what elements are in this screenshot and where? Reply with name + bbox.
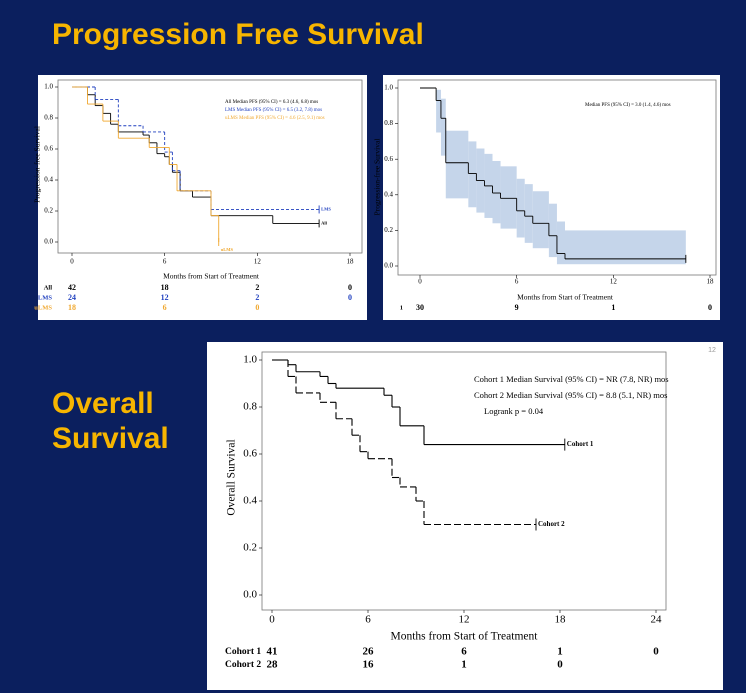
y-tick-label: 0.6 xyxy=(384,155,393,163)
at-risk-count: 42 xyxy=(68,283,76,292)
at-risk-count: 12 xyxy=(161,293,169,302)
x-tick-label: 6 xyxy=(365,614,371,626)
x-tick-label: 0 xyxy=(269,614,275,626)
x-axis-label: Months from Start of Treatment xyxy=(391,631,539,643)
at-risk-count: 0 xyxy=(708,303,712,312)
at-risk-count: 28 xyxy=(267,659,279,671)
curve-label: uLMS xyxy=(221,247,234,252)
y-tick-label: 1.0 xyxy=(44,83,53,91)
at-risk-count: 1 xyxy=(461,659,467,671)
at-risk-label: LMS xyxy=(38,294,52,301)
curve-label: LMS xyxy=(321,206,331,211)
legend-annotation: LMS Median PFS (95% CI) = 6.5 (3.2, 7.8)… xyxy=(225,108,322,113)
plot-frame xyxy=(57,79,363,254)
x-tick-label: 0 xyxy=(418,278,422,286)
y-tick-label: 0.8 xyxy=(243,401,257,413)
x-tick-label: 0 xyxy=(70,258,74,266)
legend-annotation: Median PFS (95% CI) = 3.0 (1.4, 4.6) mos xyxy=(585,103,671,108)
y-axis-label: Progression-free Survival xyxy=(373,139,382,216)
y-axis-label: Progression-free Survival xyxy=(33,126,42,203)
ci-band xyxy=(548,203,557,258)
at-risk-count: 2 xyxy=(255,283,259,292)
x-tick-label: 6 xyxy=(163,258,167,266)
at-risk-count: 0 xyxy=(348,293,352,302)
y-tick-label: 0.8 xyxy=(44,114,53,122)
at-risk-count: 18 xyxy=(161,283,169,292)
x-tick-label: 24 xyxy=(651,614,663,626)
ci-band xyxy=(440,98,446,156)
curve-label: Cohort 1 xyxy=(567,440,594,448)
at-risk-count: 41 xyxy=(267,646,278,658)
section-title: Overall xyxy=(52,387,154,420)
x-axis-label: Months from Start of Treatment xyxy=(517,293,614,302)
at-risk-count: 30 xyxy=(416,303,424,312)
y-tick-label: 0.2 xyxy=(384,226,393,234)
at-risk-count: 1 xyxy=(557,646,563,658)
x-tick-label: 12 xyxy=(254,258,262,266)
at-risk-label: All xyxy=(44,284,53,291)
y-tick-label: 1.0 xyxy=(384,84,393,92)
at-risk-count: 2 xyxy=(255,293,259,302)
legend-annotation: Cohort 2 Median Survival (95% CI) = 8.8 … xyxy=(474,390,667,400)
at-risk-count: 26 xyxy=(363,646,375,658)
page-number: 12 xyxy=(708,347,716,354)
at-risk-count: 16 xyxy=(363,659,375,671)
at-risk-count: 0 xyxy=(653,646,659,658)
x-tick-label: 18 xyxy=(347,258,355,266)
at-risk-label: Cohort 1 xyxy=(225,647,261,657)
y-tick-label: 0.6 xyxy=(44,145,53,153)
y-tick-label: 1.0 xyxy=(243,354,257,366)
slide-title: Progression Free Survival xyxy=(52,18,424,51)
at-risk-count: 6 xyxy=(461,646,467,658)
at-risk-label: uLMS xyxy=(34,304,52,311)
panel xyxy=(383,75,720,320)
at-risk-count: 9 xyxy=(515,303,519,312)
x-tick-label: 6 xyxy=(515,278,519,286)
legend-annotation: All Median PFS (95% CI) = 6.3 (4.6, 6.8)… xyxy=(225,100,318,105)
x-tick-label: 18 xyxy=(707,278,715,286)
ci-band xyxy=(468,141,477,208)
y-tick-label: 0.0 xyxy=(384,262,393,270)
x-axis-label: Months from Start of Treatment xyxy=(163,272,260,281)
at-risk-label: Cohort 2 xyxy=(225,660,261,670)
ci-band xyxy=(516,178,525,238)
annotation: Logrank p = 0.04 xyxy=(484,406,544,416)
panel xyxy=(207,342,723,690)
y-tick-label: 0.2 xyxy=(243,542,257,554)
ci-band xyxy=(556,221,565,265)
y-axis-label: Overall Survival xyxy=(226,439,238,515)
ci-band xyxy=(532,191,549,249)
ci-band xyxy=(524,184,533,243)
at-risk-count: 1 xyxy=(611,303,615,312)
at-risk-count: 18 xyxy=(68,303,76,312)
y-tick-label: 0.4 xyxy=(243,495,257,507)
y-tick-label: 0.0 xyxy=(243,589,257,601)
y-tick-label: 0.2 xyxy=(44,207,53,215)
at-risk-count: 0 xyxy=(255,303,259,312)
y-tick-label: 0.4 xyxy=(384,190,393,198)
at-risk-count: 0 xyxy=(557,659,563,671)
legend-annotation: uLMS Median PFS (95% CI) = 4.6 (2.5, 9.1… xyxy=(225,116,325,121)
plot-frame xyxy=(397,79,717,276)
legend-annotation: Cohort 1 Median Survival (95% CI) = NR (… xyxy=(474,374,669,384)
curve-label: All xyxy=(321,220,328,225)
at-risk-count: 24 xyxy=(68,293,76,302)
section-title: Survival xyxy=(52,422,169,455)
curve-label: Cohort 2 xyxy=(538,520,565,528)
ci-band xyxy=(445,130,469,199)
x-tick-label: 18 xyxy=(555,614,567,626)
ci-band xyxy=(436,89,441,133)
y-tick-label: 0.0 xyxy=(44,238,53,246)
at-risk-count: 6 xyxy=(163,303,167,312)
y-tick-label: 0.6 xyxy=(243,448,257,460)
at-risk-label: 1 xyxy=(400,304,403,311)
ci-band xyxy=(500,166,517,229)
x-tick-label: 12 xyxy=(459,614,470,626)
y-tick-label: 0.8 xyxy=(384,119,393,127)
x-tick-label: 12 xyxy=(610,278,618,286)
ci-band xyxy=(492,160,501,224)
at-risk-count: 0 xyxy=(348,283,352,292)
y-tick-label: 0.4 xyxy=(44,176,53,184)
